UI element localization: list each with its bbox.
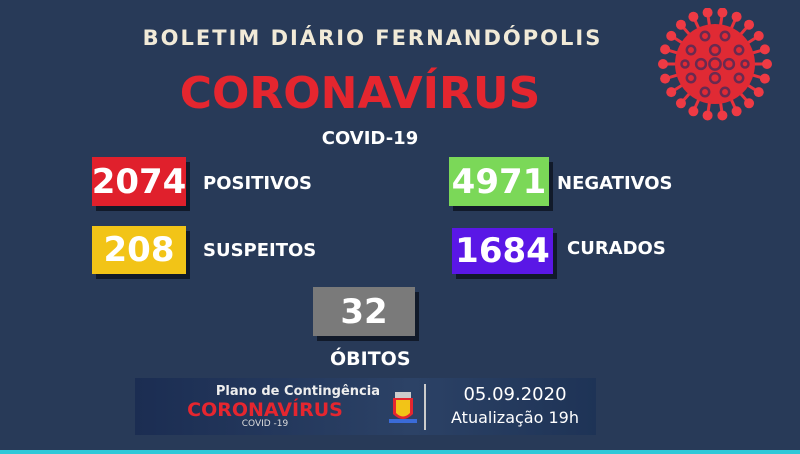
negative-count: 4971: [449, 157, 549, 206]
deaths-label: ÓBITOS: [330, 348, 411, 370]
bottom-accent-line: [0, 450, 800, 454]
positive-count: 2074: [92, 157, 186, 206]
positive-label: POSITIVOS: [203, 173, 313, 194]
sub-title: COVID-19: [321, 128, 419, 149]
banner-line1: Plano de Contingência: [215, 384, 380, 399]
bulletin-title: BOLETIM DIÁRIO FERNANDÓPOLIS: [142, 26, 603, 50]
city-crest-icon: [389, 392, 417, 423]
recovered-label: CURADOS: [567, 238, 666, 259]
bulletin-date: 05.09.2020: [463, 384, 567, 405]
banner-line2: CORONAVÍRUS: [187, 399, 343, 421]
recovered-count: 1684: [452, 228, 553, 274]
banner-line3: COVID -19: [241, 419, 289, 429]
negative-label: NEGATIVOS: [557, 173, 673, 194]
suspect-label: SUSPEITOS: [203, 240, 317, 261]
suspect-count: 208: [92, 226, 186, 274]
main-title: CORONAVÍRUS: [179, 68, 541, 119]
banner-divider: [424, 384, 426, 430]
coronavirus-icon: [658, 8, 772, 121]
deaths-count: 32: [313, 287, 415, 336]
update-time: Atualização 19h: [451, 408, 579, 427]
contingency-banner: Plano de Contingência CORONAVÍRUS COVID …: [135, 378, 596, 435]
